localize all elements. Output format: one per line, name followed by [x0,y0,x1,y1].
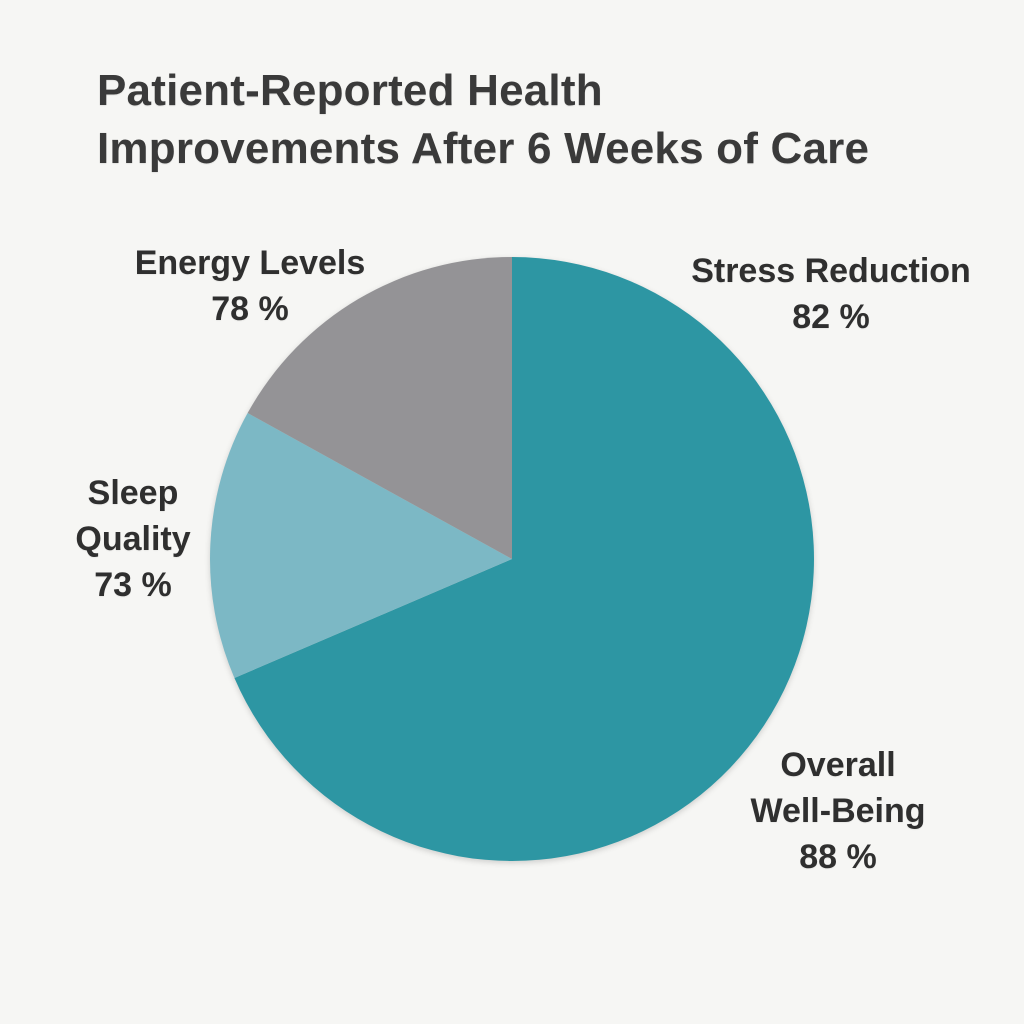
pie-slice-stress-reduction-and-overall-well-being [234,257,814,861]
slice-label-sleep-name1: Sleep [87,474,179,512]
slice-label-stress-reduction: Stress Reduction 82 % [691,248,971,340]
slice-label-sleep-value: 73 % [94,566,172,604]
slice-label-overall-name2: Well-Being [750,792,926,830]
slice-label-energy-levels: Energy Levels 78 % [135,240,366,332]
slice-label-energy-value: 78 % [211,290,289,328]
slice-label-overall-value: 88 % [799,838,877,876]
slice-label-energy-name: Energy Levels [134,244,366,282]
pie-slice-energy-levels [247,257,513,559]
chart-title: Patient-Reported Health Improvements Aft… [97,62,869,178]
chart-title-line2: Improvements After 6 Weeks of Care [97,124,870,173]
slice-label-sleep-name2: Quality [75,520,191,558]
chart-title-line1: Patient-Reported Health [97,66,603,115]
slice-label-stress-name: Stress Reduction [691,252,971,290]
slice-label-overall-well-being: Overall Well-Being 88 % [750,742,925,880]
pie-slice-sleep-quality [209,413,512,678]
slice-label-overall-name1: Overall [780,746,896,784]
slice-label-sleep-quality: Sleep Quality 73 % [75,470,190,608]
slice-label-stress-value: 82 % [792,298,870,336]
